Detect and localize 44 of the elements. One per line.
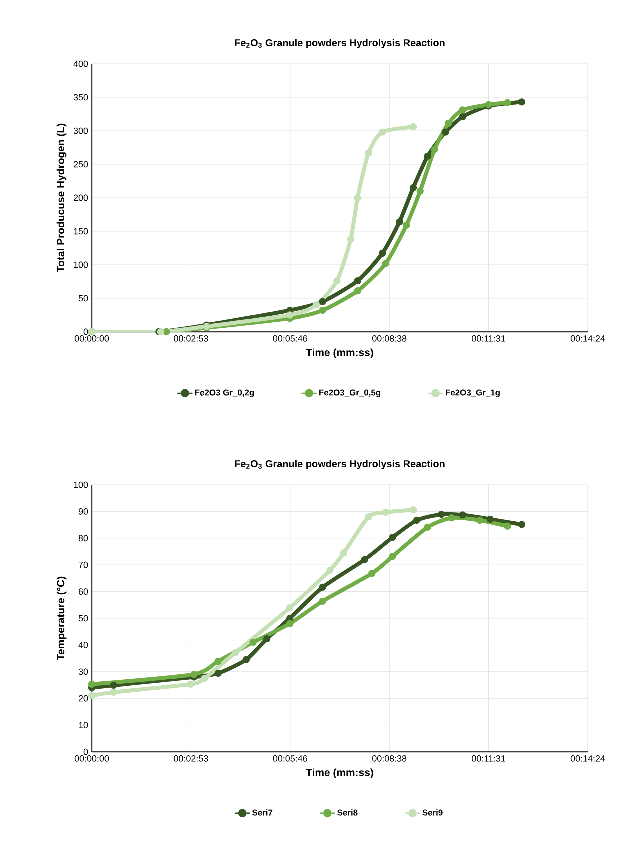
y-tick-label: 70 <box>78 562 88 568</box>
legend-label: Fe2O3 Gr_0,2g <box>195 390 254 398</box>
y-tick-label: 350 <box>74 94 88 101</box>
y-tick-label: 20 <box>78 695 88 702</box>
x-tick-label: 00:05:46 <box>273 756 308 762</box>
x-tick-label: 00:08:38 <box>372 336 407 342</box>
y-tick-label: 100 <box>74 262 88 268</box>
y-tick-label: 60 <box>78 588 88 595</box>
y-axis-title: Total Producuse Hydrogen (L) <box>56 124 67 272</box>
y-tick-label: 30 <box>78 668 88 676</box>
x-tick-label: 00:14:24 <box>570 756 606 762</box>
x-axis-title: Time (mm:ss) <box>306 768 374 778</box>
y-tick-label: 400 <box>74 60 88 68</box>
y-tick-label: 200 <box>74 194 88 202</box>
legend-label: Fe2O3_Gr_0,5g <box>320 390 381 398</box>
y-tick-label: 40 <box>78 642 88 648</box>
x-tick-label: 00:11:31 <box>472 756 506 762</box>
x-tick-label: 00:08:38 <box>372 756 407 762</box>
x-tick-label: 00:00:00 <box>74 336 110 342</box>
x-tick-label: 00:05:46 <box>273 336 308 342</box>
x-tick-label: 00:11:31 <box>472 336 506 342</box>
chart-title: Fe$_{2}$O$_{3}$ Granule powders Hydrolysis Reaction <box>235 39 445 48</box>
x-axis-title: Time (mm:ss) <box>306 348 374 358</box>
chart-title: Fe$_{2}$O$_{3}$ Granule powders Hydrolysis Reaction <box>235 460 445 470</box>
x-tick-label: 00:02:53 <box>174 336 208 342</box>
y-tick-label: 90 <box>78 508 88 515</box>
legend-label: Seri9 <box>422 810 443 816</box>
y-tick-label: 250 <box>74 161 88 168</box>
y-axis-title: Temperature (°C) <box>56 576 67 660</box>
x-tick-label: 00:02:53 <box>174 756 208 762</box>
legend-label: Seri7 <box>252 810 273 816</box>
y-tick-label: 0 <box>84 328 88 336</box>
legend-label: Seri8 <box>338 810 358 816</box>
y-tick-label: 10 <box>79 722 88 728</box>
y-tick-label: 0 <box>84 748 88 756</box>
y-tick-label: 50 <box>78 615 88 622</box>
x-tick-label: 00:14:24 <box>570 336 606 342</box>
y-tick-label: 100 <box>74 482 88 488</box>
legend-label: Fe2O3_Gr_1g <box>446 390 500 398</box>
y-tick-label: 50 <box>78 295 88 302</box>
y-tick-label: 300 <box>74 128 88 134</box>
y-tick-label: 150 <box>74 228 88 235</box>
x-tick-label: 00:00:00 <box>74 756 110 762</box>
y-tick-label: 80 <box>78 535 88 542</box>
